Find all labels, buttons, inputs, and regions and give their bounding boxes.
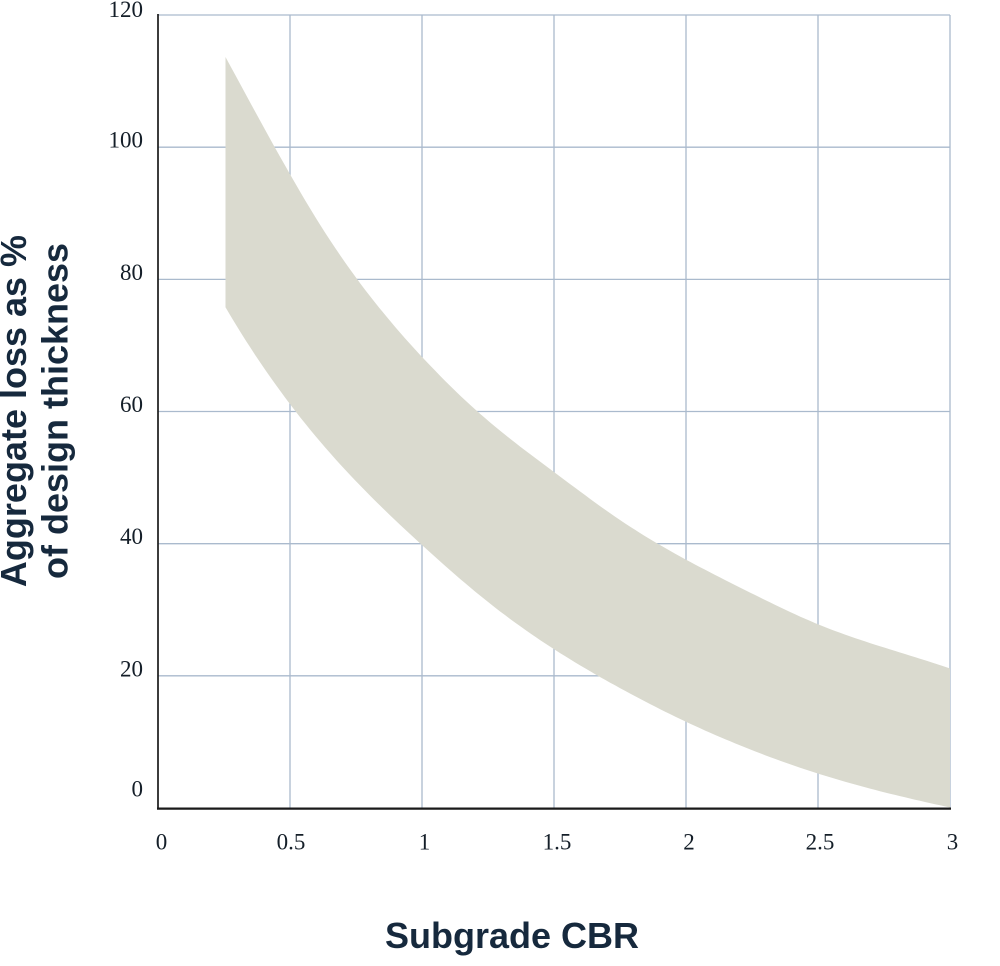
svg-text:2.5: 2.5 (806, 830, 835, 855)
svg-text:Subgrade CBR: Subgrade CBR (385, 915, 639, 956)
svg-text:1.5: 1.5 (543, 830, 572, 855)
svg-text:40: 40 (120, 524, 143, 549)
svg-text:0: 0 (132, 777, 144, 802)
svg-text:100: 100 (109, 128, 144, 153)
svg-text:0: 0 (156, 830, 168, 855)
svg-text:120: 120 (109, 0, 144, 22)
svg-text:Aggregate loss as %: Aggregate loss as % (0, 235, 34, 587)
svg-text:2: 2 (683, 830, 695, 855)
svg-text:20: 20 (120, 656, 143, 681)
svg-text:0.5: 0.5 (277, 830, 306, 855)
svg-text:of design thickness: of design thickness (35, 243, 76, 579)
svg-text:1: 1 (419, 830, 431, 855)
svg-text:60: 60 (120, 392, 143, 417)
svg-text:3: 3 (947, 830, 959, 855)
svg-text:80: 80 (120, 260, 143, 285)
